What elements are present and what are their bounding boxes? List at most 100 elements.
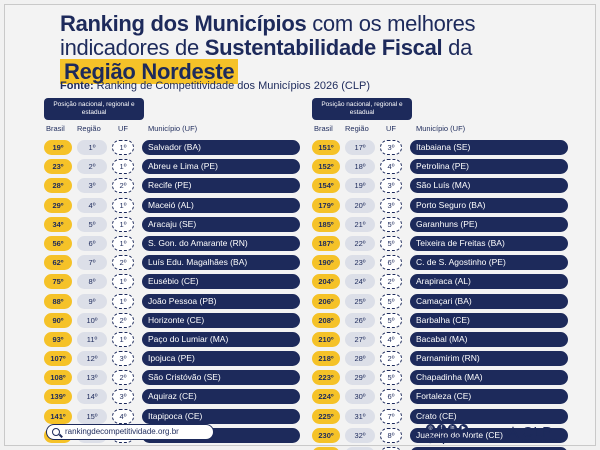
position-label: Posição nacional, regional e estadual [44, 98, 144, 120]
rank-regiao: 21º [345, 216, 375, 232]
rank-uf: 1º [112, 274, 134, 290]
rank-uf: 5º [380, 312, 402, 328]
facebook-icon[interactable]: f [437, 424, 446, 433]
rank-uf: 1º [112, 235, 134, 251]
rank-uf: 2º [380, 274, 402, 290]
rank-uf: 3º [380, 140, 402, 155]
rank-regiao: 19º [345, 178, 375, 194]
rank-brasil: 210º [312, 331, 340, 347]
municipio-name: C. de S. Agostinho (PE) [410, 255, 568, 271]
rank-uf: 4º [380, 331, 402, 347]
municipio-name: João Pessoa (PB) [142, 293, 300, 309]
rank-regiao: 20º [345, 197, 375, 213]
municipio-name: S. Gon. do Amarante (RN) [142, 235, 300, 251]
municipio-name: Horizonte (CE) [142, 312, 300, 328]
linkedin-icon[interactable]: in [448, 424, 457, 433]
rank-brasil: 230º [312, 427, 340, 443]
rank-uf: 3º [380, 178, 402, 194]
source-text: Ranking de Competitividade dos Município… [93, 80, 370, 92]
rank-regiao: 12º [77, 351, 107, 367]
header-regiao: Região [77, 124, 101, 133]
municipio-name: Camaçari (BA) [410, 293, 568, 309]
municipio-name: Itabaiana (SE) [410, 140, 568, 155]
table-row: 210º 27º 4º Bacabal (MA) [312, 330, 572, 348]
rank-brasil: 232º [312, 447, 340, 450]
rank-uf: 6º [380, 389, 402, 405]
title-line1-rest: com os melhores [306, 11, 476, 36]
table-row: 141º 15º 4º Itapipoca (CE) [44, 407, 304, 425]
source-label: Fonte: [60, 80, 94, 92]
clp-logo-text: CLP [522, 424, 553, 441]
municipio-name: Itapipoca (CE) [142, 408, 300, 424]
municipio-name: Chapadinha (MA) [410, 370, 568, 386]
rank-brasil: 141º [44, 408, 72, 424]
municipio-name: Paço do Lumiar (MA) [142, 331, 300, 347]
rank-brasil: 139º [44, 389, 72, 405]
rank-brasil: 185º [312, 216, 340, 232]
table-row: 204º 24º 2º Arapiraca (AL) [312, 272, 572, 290]
rank-regiao: 28º [345, 351, 375, 367]
rank-brasil: 206º [312, 293, 340, 309]
rank-brasil: 90º [44, 312, 72, 328]
website-link[interactable]: rankingdecompetitividade.org.br [46, 424, 214, 440]
ranking-rows-right: 151º 17º 3º Itabaiana (SE) 152º 18º 4º Petrolin… [312, 138, 572, 450]
municipio-name: Petrolina (PE) [410, 159, 568, 175]
table-row: 190º 23º 6º C. de S. Agostinho (PE) [312, 253, 572, 271]
rank-regiao: 26º [345, 312, 375, 328]
rank-brasil: 187º [312, 235, 340, 251]
website-link-text: rankingdecompetitividade.org.br [65, 427, 179, 436]
municipio-name: Maceió (AL) [142, 197, 300, 213]
rank-uf: 3º [112, 351, 134, 367]
rank-uf: 1º [112, 140, 134, 155]
municipio-name: Fortaleza (CE) [410, 389, 568, 405]
municipio-name: Ipojuca (PE) [142, 351, 300, 367]
rank-brasil: 23º [44, 159, 72, 175]
rank-regiao: 32º [345, 427, 375, 443]
table-row: 19º 1º 1º Salvador (BA) [44, 138, 304, 156]
rank-uf: 6º [380, 255, 402, 271]
rank-brasil: 56º [44, 235, 72, 251]
table-row: 224º 30º 6º Fortaleza (CE) [312, 387, 572, 405]
table-row: 90º 10º 2º Horizonte (CE) [44, 311, 304, 329]
table-row: 93º 11º 1º Paço do Lumiar (MA) [44, 330, 304, 348]
rank-uf: 2º [112, 178, 134, 194]
rank-uf: 5º [380, 293, 402, 309]
social-icons: ◎ f in ▶ [426, 424, 496, 433]
rank-regiao: 15º [77, 408, 107, 424]
rank-uf: 4º [112, 408, 134, 424]
rank-uf: 4º [380, 159, 402, 175]
table-row: 206º 25º 5º Camaçari (BA) [312, 292, 572, 310]
rank-brasil: 88º [44, 293, 72, 309]
rank-regiao: 2º [77, 159, 107, 175]
municipio-name: Salvador (BA) [142, 140, 300, 155]
header-municipio: Município (UF) [148, 124, 198, 133]
municipio-name: Porto Seguro (BA) [410, 197, 568, 213]
table-row: 108º 13º 2º São Cristóvão (SE) [44, 368, 304, 386]
clp-logo: CLP LIDERANÇA PÚBLICA [506, 424, 566, 444]
rank-brasil: 224º [312, 389, 340, 405]
table-row: 56º 6º 1º S. Gon. do Amarante (RN) [44, 234, 304, 252]
title-line1-bold: Ranking dos Municípios [60, 11, 307, 36]
rank-uf: 3º [380, 197, 402, 213]
title-region-highlight: Região Nordeste [60, 59, 239, 84]
clp-logo-subtext: LIDERANÇA PÚBLICA [522, 439, 558, 443]
rank-brasil: 34º [44, 216, 72, 232]
municipio-name: Bacabal (MA) [410, 331, 568, 347]
rank-regiao: 25º [345, 293, 375, 309]
municipio-name: Parnamirim (RN) [410, 351, 568, 367]
rank-regiao: 5º [77, 216, 107, 232]
table-row: 29º 4º 1º Maceió (AL) [44, 196, 304, 214]
rank-brasil: 154º [312, 178, 340, 194]
youtube-icon[interactable]: ▶ [459, 424, 468, 433]
rank-regiao: 11º [77, 331, 107, 347]
municipio-name: Eusébio (CE) [142, 274, 300, 290]
rank-regiao: 24º [345, 274, 375, 290]
rank-regiao: 30º [345, 389, 375, 405]
rank-brasil: 75º [44, 274, 72, 290]
rank-regiao: 27º [345, 331, 375, 347]
rank-regiao: 23º [345, 255, 375, 271]
instagram-icon[interactable]: ◎ [426, 424, 435, 433]
rank-regiao: 7º [77, 255, 107, 271]
table-row: 152º 18º 4º Petrolina (PE) [312, 157, 572, 175]
rank-regiao: 17º [345, 140, 375, 155]
